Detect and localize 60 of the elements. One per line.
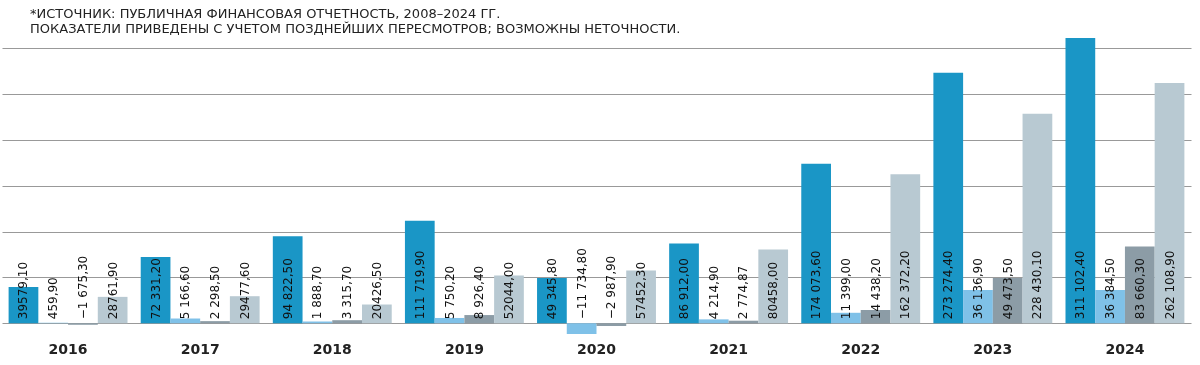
data-label: 5 166,60 [178,265,193,320]
bar [933,72,964,324]
bar [200,321,230,324]
data-label: 4 214,90 [706,265,721,320]
x-tick-label: 2023 [973,340,1013,357]
bar [566,323,597,334]
x-tick-label: 2024 [1105,340,1145,357]
x-tick-label: 2022 [841,340,881,357]
data-label: 49 473,50 [1000,258,1015,320]
data-label: 5 750,20 [442,265,457,320]
bar [1065,38,1096,324]
data-label: 36 136,90 [970,258,985,320]
bar [698,319,729,324]
data-label: 174 073,60 [809,250,824,320]
data-label: 273 274,40 [941,250,956,320]
data-label: −2 987,90 [604,255,619,320]
data-label: 57452,30 [634,261,649,320]
data-label: 1 888,70 [310,265,325,320]
x-tick-label: 2018 [312,340,352,357]
bar [434,317,465,324]
data-label: 36 384,50 [1103,258,1118,320]
data-label: 39579,10 [16,261,31,320]
data-label: 29477,60 [237,261,252,320]
x-tick-label: 2021 [709,340,749,357]
data-label: 162 372,20 [898,250,913,320]
data-label: 83 660,30 [1132,258,1147,320]
data-label: 311 102,40 [1073,250,1088,320]
data-label: 11 399,00 [838,258,853,320]
x-tick-label: 2016 [48,340,88,357]
data-label: 28761,90 [105,261,120,320]
data-label: 14 438,20 [868,258,883,320]
x-tick-label: 2019 [444,340,484,357]
bar [1154,82,1185,324]
data-label: 2 298,50 [208,265,223,320]
data-label: 3 315,70 [340,265,355,320]
data-label: 49 345,80 [544,258,559,320]
bar [890,174,921,324]
data-label: 72 331,20 [148,258,163,320]
x-tick-label: 2020 [577,340,617,357]
text: *ИСТОЧНИК: ПУБЛИЧНАЯ ФИНАНСОВАЯ ОТЧЕТНОСТЬ, 2008–2024 ГГ. [30,6,501,21]
data-label: 8 926,40 [472,265,487,320]
data-label: 86 912,00 [677,258,692,320]
bar [596,323,627,326]
data-label: 94 822,50 [280,258,295,320]
text: ПОКАЗАТЕЛИ ПРИВЕДЕНЫ С УЧЕТОМ ПОЗДНЕЙШИХ ПЕРЕСМОТРОВ; ВОЗМОЖНЫ НЕТОЧНОСТИ. [30,21,681,36]
x-tick-label: 2017 [180,340,220,357]
bar [801,163,831,324]
data-label: −11 734,80 [574,248,589,320]
bar [404,220,435,324]
data-label: 459,90 [46,277,61,320]
data-label: 20426,50 [369,261,384,320]
data-label: 52044,00 [501,261,516,320]
data-label: 111 719,90 [412,250,427,320]
data-label: 80458,00 [766,261,781,320]
data-label: −1 675,30 [75,255,90,320]
bar [1022,113,1053,324]
data-label: 262 108,90 [1162,250,1177,320]
bar [332,320,362,324]
data-label: 228 430,10 [1030,250,1045,320]
data-label: 2 774,87 [736,265,751,320]
